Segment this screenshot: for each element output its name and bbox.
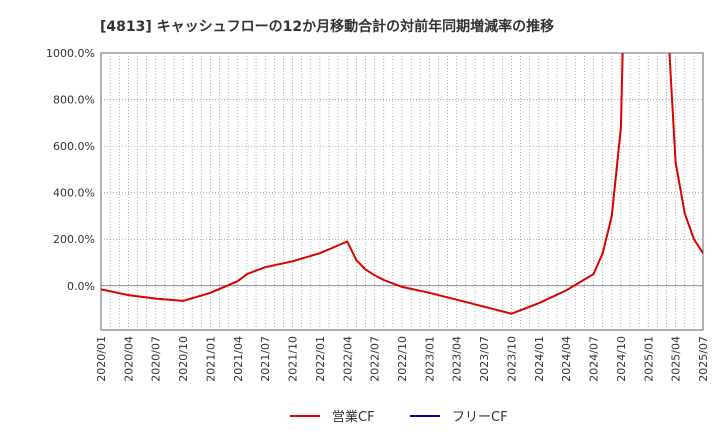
- series-line-1: [668, 53, 703, 255]
- y-tick-label: 1000.0%: [46, 47, 95, 60]
- x-tick-label: 2022/10: [396, 336, 409, 382]
- x-tick-label: 2022/07: [369, 336, 382, 382]
- x-tick-label: 2022/01: [314, 336, 327, 382]
- series-layer: [101, 53, 703, 315]
- x-tick-label: 2023/10: [505, 336, 518, 382]
- x-tick-label: 2023/07: [478, 336, 491, 382]
- x-tick-label: 2021/10: [287, 336, 300, 382]
- x-tick-label: 2021/07: [259, 336, 272, 382]
- y-tick-label: 200.0%: [53, 233, 95, 246]
- legend-label-operating-cf: 営業CF: [332, 409, 375, 425]
- x-tick-label: 2020/10: [177, 336, 190, 382]
- x-tick-label: 2024/10: [615, 336, 628, 382]
- x-tick-label: 2020/07: [150, 336, 163, 382]
- y-tick-label: 400.0%: [53, 187, 95, 200]
- x-tick-label: 2020/04: [122, 336, 135, 382]
- x-tick-label: 2025/04: [670, 336, 683, 382]
- x-tick-label: 2024/07: [588, 336, 601, 382]
- chart-title: [4813] キャッシュフローの12か月移動合計の対前年同期増減率の推移: [100, 18, 554, 35]
- y-tick-label: 800.0%: [53, 94, 95, 107]
- x-tick-label: 2023/04: [451, 336, 464, 382]
- series-line-0: [101, 53, 624, 315]
- legend: 営業CF フリーCF: [290, 409, 508, 425]
- y-tick-label: 600.0%: [53, 140, 95, 153]
- x-tick-label: 2025/01: [642, 336, 655, 382]
- x-tick-label: 2021/04: [232, 336, 245, 382]
- legend-label-free-cf: フリーCF: [452, 410, 508, 425]
- x-axis: 2020/01 2020/04 2020/07 2020/10 2021/01 2021/…: [95, 336, 710, 382]
- x-tick-label: 2024/04: [560, 336, 573, 382]
- x-tick-label: 2022/04: [341, 336, 354, 382]
- y-tick-label: 0.0%: [67, 280, 95, 293]
- x-tick-label: 2020/01: [95, 336, 108, 382]
- x-tick-label: 2025/07: [697, 336, 710, 382]
- grid-lines: [101, 53, 703, 330]
- x-tick-label: 2023/01: [423, 336, 436, 382]
- x-tick-label: 2024/01: [533, 336, 546, 382]
- x-tick-label: 2021/01: [204, 336, 217, 382]
- y-axis: 0.0% 200.0% 400.0% 600.0% 800.0% 1000.0%: [46, 47, 95, 293]
